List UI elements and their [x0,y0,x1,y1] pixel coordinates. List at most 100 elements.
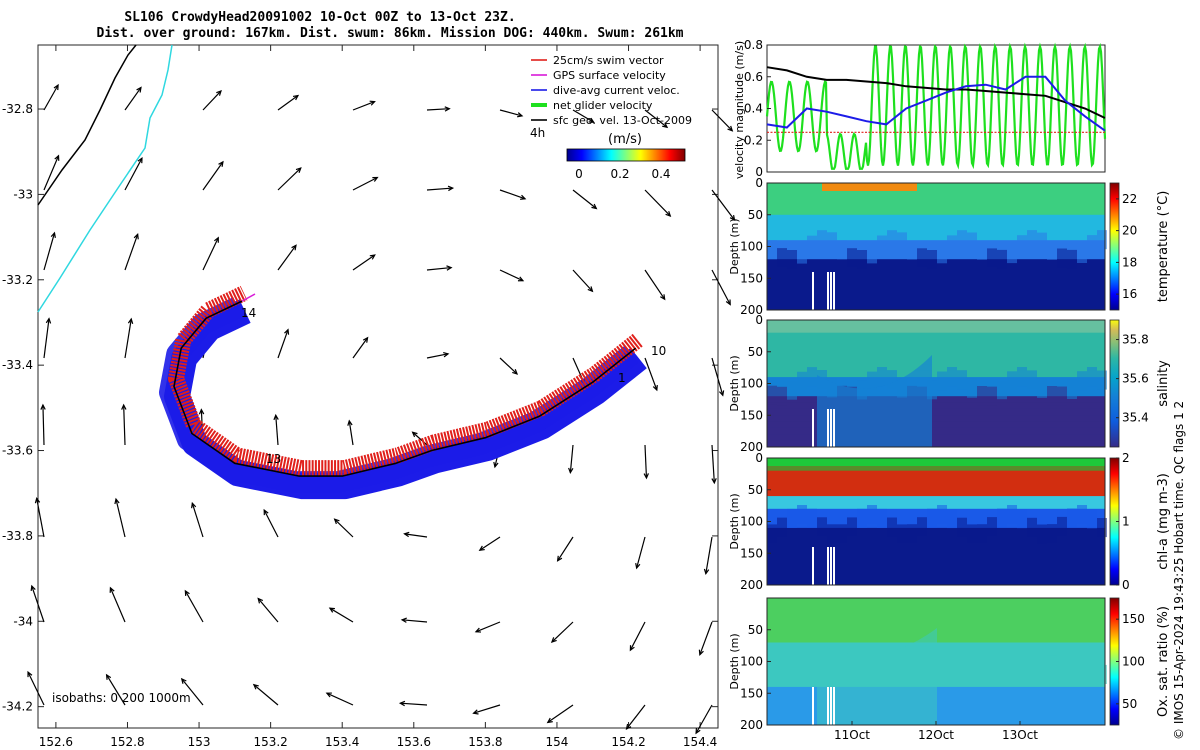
geo-velocity-arrow [572,189,598,210]
section-y-tick-label: 0 [755,313,763,327]
section-band [767,364,1105,372]
arrow-head [27,670,33,678]
section-colorbar-tick-label: 50 [1122,697,1137,711]
arrow-head [45,317,52,324]
section-column [937,505,947,525]
geo-velocity-arrow [474,621,501,633]
section-column [1067,508,1077,528]
section-x-tick-label: 13Oct [1002,728,1038,742]
arrow-head [400,617,407,623]
section-column [957,370,967,390]
section-y-tick-label: 200 [740,718,763,732]
section-panel: 0 50 100 150 200 Depth (m) 2 1 0 chl-a (mg m-3) [728,451,1171,592]
section-y-tick-label: 50 [748,483,763,497]
section-band [767,464,1105,472]
geo-velocity-arrow [711,444,717,485]
section-band [767,332,1105,340]
map-colorbar-tick: 0 [575,167,583,181]
section-column [907,524,917,544]
arrow-head [372,176,379,182]
geo-velocity-arrow [277,167,302,191]
section-column [1037,232,1047,252]
section-column [1077,505,1087,525]
section-band [767,339,1105,346]
arrow-shaft [499,357,518,375]
section-column [797,371,807,391]
section-band [767,617,1105,624]
section-band [767,278,1105,286]
section-column [1037,524,1047,544]
legend-entry: 25cm/s swim vector [553,54,664,67]
section-band [767,284,1105,292]
arrow-shaft [352,254,376,271]
map-colorbar-tick: 0.4 [651,167,670,181]
data-gap [812,547,814,585]
section-column [837,240,847,260]
section-column [827,232,837,252]
arrow-head [443,352,450,358]
low-salinity-intrusion [817,355,932,447]
section-column [1017,235,1027,255]
arrow-head [725,299,731,306]
map-x-tick-label: 153.8 [468,735,502,749]
data-gap [833,547,835,585]
geo-velocity-arrow [109,586,126,623]
section-band [767,195,1105,203]
section-column [937,371,947,391]
geo-velocity-arrow [114,497,126,538]
map-coastline [37,44,173,313]
arrow-shaft [557,536,574,562]
geo-velocity-arrow [333,518,354,538]
arrow-head [662,122,669,129]
section-column [907,240,917,260]
section-band [767,358,1105,365]
section-band [767,604,1105,612]
section-column [1027,370,1037,390]
arrow-shaft [699,621,713,655]
map-y-tick-label: -34 [13,614,33,628]
arrow-head [127,317,134,324]
footer-credit: © IMOS 15-Apr-2024 19:43:25 Hobart time.… [1172,401,1186,740]
arrow-head [472,709,479,715]
section-column [947,509,957,529]
geo-velocity-arrow [277,328,290,359]
section-colorbar-tick-label: 150 [1122,612,1145,626]
velocity-frame [766,44,1106,173]
data-gap [812,409,814,447]
geo-velocity-arrow [499,357,519,375]
geo-velocity-arrow [711,109,734,132]
geo-velocity-arrow [43,83,59,111]
arrow-shaft [644,189,671,217]
geo-velocity-arrow [257,597,279,623]
arrow-head [292,94,300,101]
section-band [767,396,1105,403]
geo-velocity-arrow [124,233,139,271]
section-band [767,290,1105,298]
arrow-shaft [499,189,526,200]
section-colorbar-tick-label: 20 [1122,224,1137,238]
arrow-shaft [124,157,143,191]
data-gap [830,687,832,725]
arrow-head [325,692,332,698]
section-column [1007,371,1017,391]
section-colorbar-tick-label: 35.8 [1122,333,1149,347]
section-x-tick-label: 11Oct [834,728,870,742]
arrow-head [517,276,525,282]
section-column [1087,509,1097,529]
map-colorbar: (m/s) 0 0.2 0.4 [566,132,686,181]
arrow-shaft [42,405,45,446]
velocity-panel: 0.8 0.6 0.4 0.2 0 velocity magnitude (m/s) [733,38,1107,179]
section-column [927,250,937,270]
arrow-shaft [36,498,45,538]
arrow-head [652,384,658,392]
section-band [767,623,1105,631]
arrow-head [568,467,574,475]
arrow-shaft [348,420,354,446]
arrow-shaft [202,161,224,191]
section-column [857,250,867,270]
data-gap [812,687,814,725]
geo-velocity-arrow [34,497,45,538]
arrow-head [114,497,120,505]
section-y-tick-label: 200 [740,440,763,454]
arrow-head [54,154,60,161]
